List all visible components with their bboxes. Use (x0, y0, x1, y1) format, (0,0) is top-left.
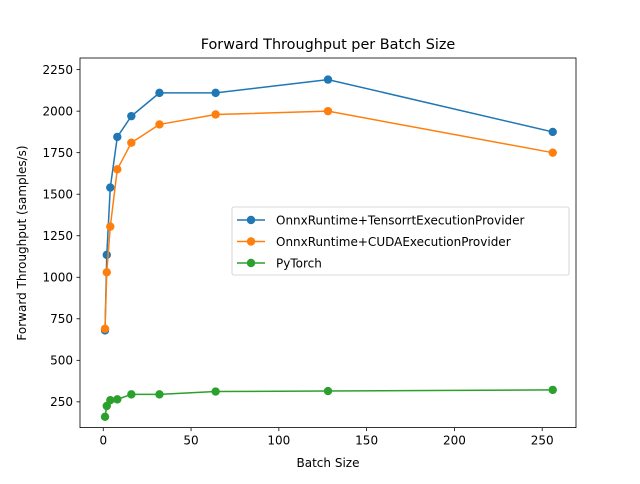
data-point (113, 395, 122, 404)
legend-item: PyTorch (237, 256, 322, 270)
data-point (106, 395, 115, 405)
data-point (323, 106, 333, 116)
legend-label: PyTorch (276, 256, 322, 270)
data-point (106, 183, 115, 192)
data-point (323, 75, 333, 84)
y-tick-label: 2250 (42, 63, 73, 77)
y-tick-label: 750 (50, 312, 73, 326)
data-point (127, 390, 136, 399)
x-tick-label: 100 (267, 434, 290, 448)
x-tick-label: 0 (99, 434, 107, 448)
legend-label: OnnxRuntime+TensorrtExecutionProvider (276, 213, 525, 227)
data-point (100, 412, 110, 422)
y-tick-label: 2000 (42, 104, 73, 118)
plot-frame (79, 57, 577, 429)
legend-item: OnnxRuntime+TensorrtExecutionProvider (237, 213, 525, 227)
y-tick-label: 1250 (42, 229, 73, 243)
data-point (548, 148, 557, 157)
data-point (127, 111, 136, 121)
data-point (548, 385, 557, 395)
y-tick-label: 500 (50, 354, 73, 368)
legend-swatch-marker (246, 258, 256, 268)
x-axis-ticks: 0 50 100 150 200 250 (99, 427, 554, 448)
y-axis-ticks: 250 500 750 1000 1250 1500 1750 2000 2250 (42, 63, 80, 409)
data-point (113, 132, 122, 142)
data-point (155, 120, 164, 129)
y-axis-label: Forward Throughput (samples/s) (15, 145, 29, 340)
y-tick-label: 1750 (42, 146, 73, 160)
data-point (100, 324, 110, 333)
data-point (211, 387, 220, 396)
data-point (155, 88, 164, 98)
x-tick-label: 50 (183, 434, 198, 448)
legend: OnnxRuntime+TensorrtExecutionProvider Onn… (231, 206, 570, 276)
y-tick-label: 1000 (42, 271, 73, 285)
series-1 (100, 106, 557, 333)
series-2 (100, 385, 557, 422)
data-point (211, 110, 220, 119)
data-point (102, 268, 111, 277)
y-tick-label: 1500 (42, 188, 73, 202)
data-point (211, 88, 220, 98)
data-point (548, 127, 557, 137)
data-point (323, 386, 333, 396)
series-layer (100, 75, 557, 422)
x-tick-label: 250 (531, 434, 554, 448)
legend-swatch-marker (246, 215, 256, 225)
data-point (106, 222, 115, 231)
legend-box (231, 206, 570, 276)
data-point (102, 250, 111, 260)
data-point (127, 138, 136, 147)
x-tick-label: 200 (443, 434, 466, 448)
data-point (155, 390, 164, 399)
legend-item: OnnxRuntime+CUDAExecutionProvider (237, 235, 511, 249)
x-tick-label: 150 (355, 434, 378, 448)
data-point (113, 165, 122, 174)
chart-title: Forward Throughput per Batch Size (201, 37, 456, 53)
legend-swatch-marker (246, 237, 256, 246)
legend-label: OnnxRuntime+CUDAExecutionProvider (276, 235, 511, 249)
x-axis-label: Batch Size (297, 456, 360, 470)
y-tick-label: 250 (50, 395, 73, 409)
